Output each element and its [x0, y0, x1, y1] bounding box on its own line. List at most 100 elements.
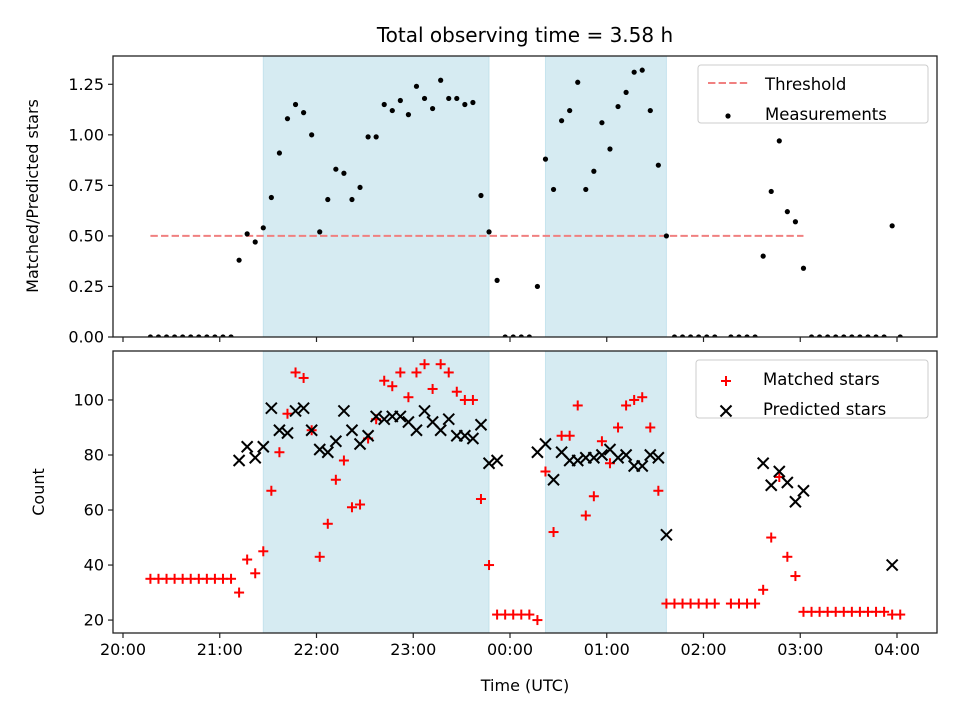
legend-label: Matched stars	[763, 370, 880, 389]
y-axis-label-top: Matched/Predicted stars	[23, 99, 42, 293]
measurement-point	[365, 134, 371, 140]
matched-star-point	[330, 474, 341, 485]
matched-star-point	[242, 554, 253, 565]
measurement-point	[462, 101, 468, 108]
measurement-point	[397, 97, 403, 104]
predicted-star-point	[781, 476, 794, 489]
predicted-star-point	[410, 424, 423, 437]
predicted-star-point	[490, 454, 504, 467]
legend-item: Predicted stars	[719, 400, 886, 419]
y-tick-label: 0.25	[68, 277, 104, 296]
measurement-point	[301, 110, 307, 116]
measurement-point	[550, 186, 557, 193]
matched-star-point	[588, 491, 599, 502]
matched-star-point	[637, 392, 648, 403]
matched-star-point	[266, 485, 277, 496]
predicted-star-point	[321, 446, 334, 459]
predicted-star-point	[434, 424, 447, 437]
matched-star-point	[338, 455, 349, 466]
predicted-star-point	[636, 459, 649, 473]
predicted-star-point	[765, 479, 778, 492]
legend-item: Threshold	[708, 75, 846, 94]
matched-star-point	[395, 367, 406, 378]
matched-star-point	[645, 422, 656, 433]
y-tick-label: 0.00	[68, 328, 104, 347]
y-tick-label: 0.50	[68, 226, 104, 245]
measurement-point	[776, 138, 782, 144]
measurement-point	[575, 79, 581, 85]
measurement-point	[591, 168, 597, 174]
predicted-star-point	[329, 435, 343, 448]
matched-star-point	[403, 392, 414, 403]
measurement-point	[607, 146, 613, 152]
matched-star-point	[484, 560, 495, 571]
predicted-star-point	[773, 465, 786, 478]
matched-star-point	[234, 587, 245, 598]
x-tick-label: 22:00	[293, 640, 339, 659]
measurement-point	[623, 89, 629, 95]
predicted-star-point	[885, 558, 899, 572]
matched-star-point	[298, 372, 309, 383]
plot-area	[145, 351, 906, 633]
legend: Matched stars Predicted stars	[695, 359, 929, 419]
predicted-star-point	[660, 528, 673, 541]
matched-star-point	[427, 383, 438, 394]
measurement-point	[486, 229, 492, 235]
measurement-point	[655, 162, 661, 168]
measurement-point	[438, 77, 444, 83]
legend-label: Threshold	[764, 75, 846, 94]
matched-star-point	[379, 375, 390, 386]
matched-star-point	[621, 400, 632, 411]
measurement-point	[413, 83, 420, 89]
predicted-star-point	[394, 410, 407, 423]
predicted-star-point	[273, 424, 286, 437]
measurement-point	[599, 120, 605, 126]
matched-star-point	[895, 609, 906, 620]
x-tick-label: 01:00	[584, 640, 630, 659]
measurement-point	[534, 283, 541, 290]
matched-star-point	[879, 606, 890, 617]
plot-area	[147, 56, 903, 337]
matched-star-point	[290, 367, 301, 378]
matched-star-point	[709, 598, 720, 609]
x-tick-label: 02:00	[680, 640, 726, 659]
predicted-star-point	[619, 448, 633, 462]
predicted-star-point	[313, 443, 326, 456]
x-tick-label: 21:00	[197, 640, 243, 659]
predicted-star-point	[539, 437, 552, 451]
y-tick-label: 20	[84, 611, 104, 630]
matched-star-point	[411, 367, 422, 378]
legend-item: Matched stars	[721, 370, 880, 389]
observing-span	[544, 351, 667, 633]
axes-frame	[112, 350, 938, 634]
predicted-star-point	[289, 404, 302, 418]
measurement-point	[889, 223, 895, 229]
matched-star-point	[443, 367, 454, 378]
y-axis-label-bottom: Count	[29, 468, 48, 516]
predicted-star-point	[587, 451, 601, 464]
matched-star-point	[540, 466, 551, 477]
predicted-star-point	[361, 429, 375, 442]
predicted-star-point	[345, 424, 359, 437]
measurement-point	[268, 194, 274, 201]
measurement-point	[542, 156, 549, 162]
matched-star-point	[629, 394, 640, 405]
measurement-point	[583, 186, 589, 193]
x-tick-label: 03:00	[777, 640, 823, 659]
measurement-point	[309, 132, 315, 138]
predicted-star-point	[789, 495, 802, 508]
measurement-point	[494, 277, 500, 283]
predicted-star-point	[369, 410, 383, 423]
matched-star-point	[572, 400, 583, 411]
matched-star-point	[250, 568, 261, 579]
y-tick-label: 1.00	[68, 125, 104, 144]
matched-star-point	[346, 502, 357, 513]
measurement-point	[430, 105, 436, 112]
measurement-point	[615, 103, 621, 110]
measurement-point	[405, 112, 412, 118]
matched-star-point	[564, 430, 575, 441]
matched-star-point	[524, 609, 535, 620]
predicted-star-point	[378, 413, 391, 426]
matched-star-point	[435, 359, 446, 370]
measurement-point	[373, 134, 379, 140]
